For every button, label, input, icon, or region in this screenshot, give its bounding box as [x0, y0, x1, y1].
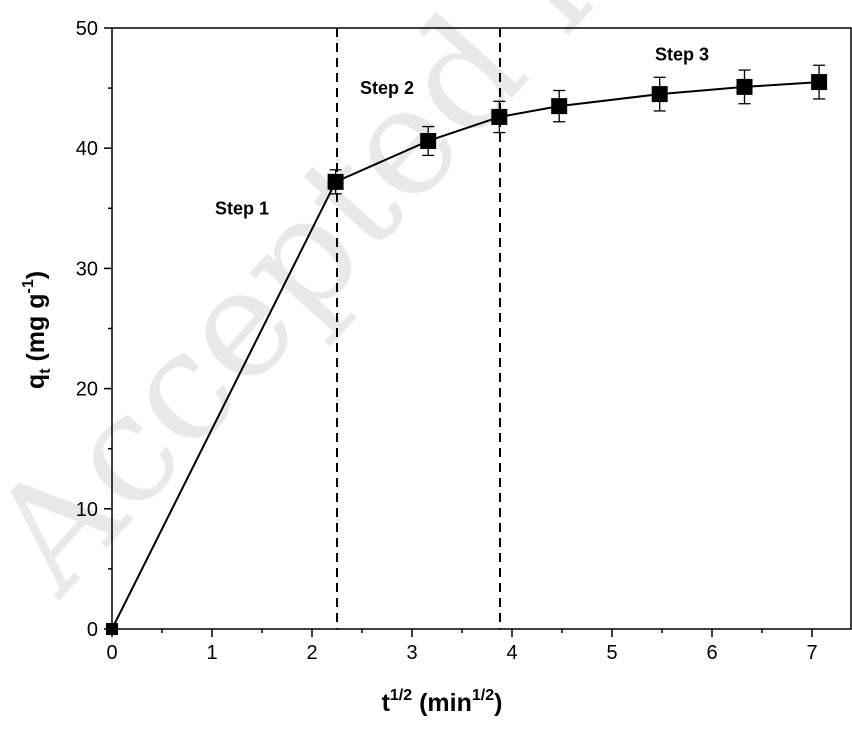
x-tick-label: 0 [106, 642, 117, 664]
y-axis-title: qt (mg g-1) [20, 271, 54, 389]
data-point [736, 78, 753, 95]
x-axis-title-main: t [382, 689, 391, 717]
step-annotation: Step 1 [215, 198, 269, 218]
data-markers [106, 74, 828, 635]
step-dividers [336, 28, 501, 629]
x-axis-title-unit-open: (min [412, 689, 472, 717]
x-tick-label: 4 [506, 642, 517, 664]
x-tick-label: 5 [606, 642, 617, 664]
data-point [491, 108, 508, 125]
x-axis-title-unit-close: ) [494, 689, 502, 717]
x-tick-label: 3 [406, 642, 417, 664]
y-tick-label: 20 [76, 379, 98, 401]
x-axis-title-unit-sup: 1/2 [472, 687, 494, 704]
plot-area: 0 1 2 3 4 5 6 7 0 10 20 30 40 50 Step 1 Step 2 Step 3 [76, 18, 852, 664]
data-point [420, 132, 437, 149]
step-annotations: Step 1 Step 2 Step 3 [215, 44, 709, 218]
data-point [106, 623, 118, 635]
data-point [551, 98, 568, 115]
y-tick-label: 50 [76, 18, 98, 40]
y-tick-label: 0 [87, 619, 98, 641]
y-axis-title-unit-close: ) [22, 271, 50, 279]
y-axis-title-unit-sup: -1 [20, 279, 37, 293]
series-line [111, 81, 820, 630]
x-tick-label: 6 [706, 642, 717, 664]
data-point [327, 173, 344, 190]
x-axis-ticks: 0 1 2 3 4 5 6 7 [106, 629, 818, 664]
y-tick-label: 10 [76, 499, 98, 521]
x-tick-label: 2 [306, 642, 317, 664]
data-point [811, 74, 828, 91]
y-axis-ticks: 0 10 20 30 40 50 [76, 18, 112, 641]
series-line-group [111, 81, 820, 630]
y-axis-title-unit-open: (mg g [22, 293, 50, 368]
watermark: Accepted manuscript [0, 0, 852, 625]
y-axis-title-main: q [22, 374, 50, 389]
y-tick-label: 30 [76, 258, 98, 280]
y-tick-label: 40 [76, 138, 98, 160]
step-annotation: Step 3 [655, 44, 709, 64]
step-annotation: Step 2 [360, 78, 414, 98]
x-axis-title-sup: 1/2 [390, 687, 412, 704]
watermark-text: Accepted manuscript [0, 0, 852, 625]
x-tick-label: 7 [806, 642, 817, 664]
x-axis-title: t1/2 (min1/2) [382, 687, 503, 717]
data-point [651, 86, 668, 103]
y-axis-title-sub: t [37, 368, 54, 374]
x-tick-label: 1 [206, 642, 217, 664]
